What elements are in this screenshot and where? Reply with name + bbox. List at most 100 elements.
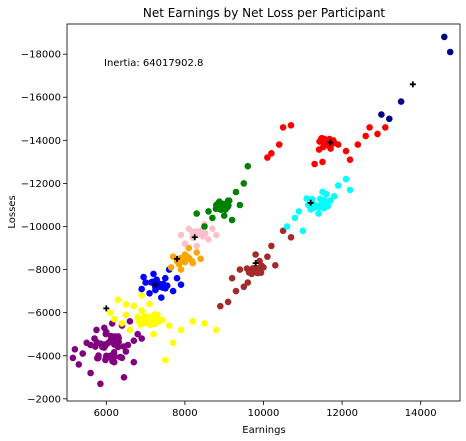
data-point (315, 146, 323, 153)
y-axis-ticks: −2000 −4000 −6000 −8000 −10000 −12000 −14000 −1… (21, 50, 67, 405)
data-point (79, 350, 86, 357)
data-point (177, 266, 185, 273)
data-point (193, 249, 200, 256)
data-point (95, 352, 102, 359)
data-point (185, 244, 193, 252)
data-point (158, 316, 166, 324)
data-point (334, 182, 342, 189)
x-axis-label: Earnings (242, 425, 285, 436)
data-point (311, 203, 319, 211)
data-point (213, 201, 220, 209)
data-point (321, 135, 328, 143)
y-tick-label: −16000 (21, 93, 61, 104)
data-point (138, 307, 145, 314)
data-point (268, 150, 275, 157)
data-point (167, 264, 175, 271)
data-point (346, 186, 354, 194)
data-point (323, 190, 330, 198)
data-point (169, 287, 177, 295)
data-point (232, 188, 240, 196)
data-point (130, 337, 138, 345)
data-point (446, 48, 454, 56)
data-point (213, 326, 220, 334)
data-point (159, 284, 167, 291)
data-point (213, 231, 220, 239)
centroid-marker (174, 255, 181, 262)
centroid-marker (103, 305, 110, 312)
y-tick-label: −18000 (21, 50, 61, 61)
data-point (268, 242, 275, 250)
data-point (177, 326, 185, 334)
centroid-marker (252, 260, 259, 267)
data-point (181, 240, 189, 247)
data-point (287, 234, 295, 241)
data-point (205, 208, 212, 215)
data-point (220, 212, 228, 219)
x-tick-label: 10000 (248, 408, 280, 419)
data-point (126, 318, 134, 325)
data-point (275, 141, 283, 148)
data-point (122, 300, 130, 308)
y-tick-label: −8000 (27, 265, 61, 276)
x-tick-label: 6000 (94, 408, 119, 419)
data-point (209, 214, 216, 222)
data-point (228, 274, 236, 282)
data-point (173, 274, 181, 282)
data-point (71, 346, 79, 353)
data-point (122, 311, 130, 319)
data-point (240, 180, 248, 187)
data-point (100, 341, 108, 348)
data-point (150, 330, 157, 338)
data-point (97, 380, 104, 388)
data-point (177, 281, 185, 289)
data-point (126, 326, 134, 334)
data-point (219, 200, 227, 208)
y-tick-label: −4000 (27, 351, 61, 362)
data-point (110, 315, 118, 323)
data-point (252, 251, 259, 258)
data-point (319, 158, 326, 166)
data-point (158, 294, 165, 301)
data-point (354, 141, 362, 148)
data-point (244, 162, 252, 170)
data-point (201, 223, 208, 230)
data-point (303, 195, 311, 202)
data-point (397, 98, 405, 105)
data-point (322, 203, 330, 211)
centroid-marker (191, 234, 198, 241)
data-point (102, 356, 109, 364)
data-point (236, 201, 244, 209)
data-point (114, 296, 122, 304)
data-point (362, 132, 370, 140)
data-point (130, 302, 138, 310)
y-axis-label: Losses (7, 195, 18, 228)
data-point (140, 273, 147, 281)
centroid-markers (103, 81, 416, 312)
data-point (441, 33, 448, 41)
data-point (93, 326, 100, 334)
data-point (193, 210, 200, 217)
data-point (330, 139, 337, 147)
data-point (279, 227, 287, 235)
data-point (366, 124, 373, 131)
y-tick-label: −10000 (21, 222, 61, 233)
data-point (185, 254, 193, 262)
data-point (382, 124, 389, 131)
centroid-marker (409, 81, 416, 88)
data-point (181, 258, 189, 266)
data-point (118, 320, 126, 327)
data-point (283, 223, 291, 230)
data-point (315, 210, 322, 217)
data-point (272, 262, 279, 269)
data-point (291, 214, 299, 222)
data-point (244, 279, 252, 286)
data-point (240, 283, 248, 291)
data-point (232, 287, 240, 295)
data-point (138, 285, 145, 293)
data-point (320, 196, 327, 204)
data-point (169, 339, 177, 347)
data-point (111, 353, 119, 360)
y-tick-label: −2000 (27, 394, 61, 405)
data-point (236, 266, 244, 273)
data-point (287, 122, 295, 129)
